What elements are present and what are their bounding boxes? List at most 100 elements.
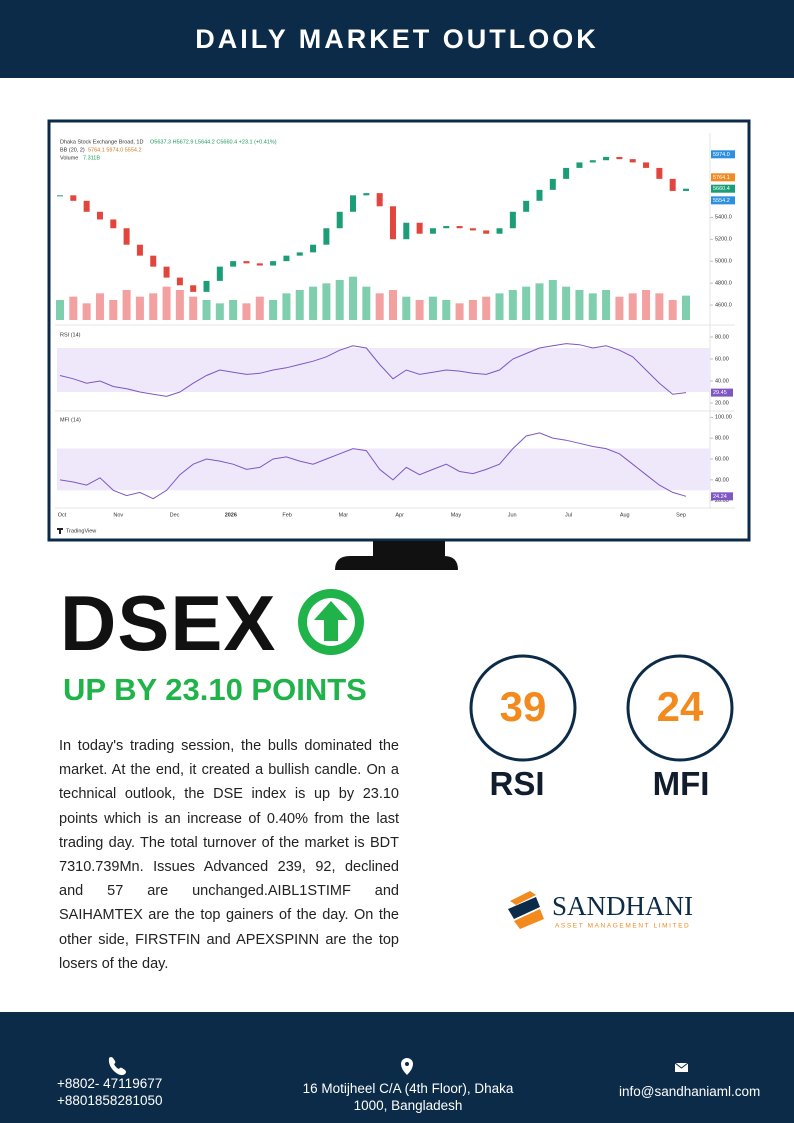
- rsi-tick-label: 20.00: [715, 400, 729, 406]
- volume-bar: [535, 283, 544, 320]
- bb-values: 5764.1 5974.0 5554.2: [88, 147, 142, 153]
- volume-bar: [495, 293, 504, 320]
- rsi-tick-label: 80.00: [715, 334, 729, 340]
- candle: [456, 226, 463, 229]
- candle: [443, 226, 450, 229]
- volume-bar: [122, 290, 131, 320]
- close-tag: [711, 184, 735, 193]
- month-label: Oct: [58, 512, 67, 518]
- mfi-tick-label: 60.00: [715, 456, 729, 462]
- summary: In today's trading session, the bulls do…: [59, 738, 399, 972]
- volume-bar: [255, 296, 264, 320]
- watermark-icon: [57, 528, 63, 534]
- up-icon: [298, 589, 364, 655]
- footer: +8802- 47119677 +8801858281050 16 Motijh…: [0, 1012, 794, 1123]
- candle: [363, 193, 370, 196]
- volume-bar: [322, 283, 331, 320]
- price-tag: [711, 196, 735, 205]
- volume-bar: [215, 303, 224, 320]
- candle: [136, 244, 143, 256]
- volume-bar: [109, 300, 118, 320]
- candle: [496, 228, 503, 234]
- month-label: Jun: [508, 512, 517, 518]
- candle: [70, 195, 77, 201]
- volume-bar: [655, 293, 664, 320]
- volume-bar: [242, 303, 251, 320]
- phone-1: +8802- 47119677: [57, 1076, 163, 1091]
- mfi-value: 24: [657, 683, 704, 730]
- volume-bar: [69, 296, 78, 320]
- volume-bar: [508, 290, 517, 320]
- volume-bar: [468, 300, 477, 320]
- mfi-tick-label: 40.00: [715, 477, 729, 483]
- volume-bar: [282, 293, 291, 320]
- candle: [429, 228, 436, 234]
- header-title: DAILY MARKET OUTLOOK: [195, 24, 599, 54]
- price-tag: [711, 150, 735, 159]
- rsi-label: RSI (14): [60, 332, 81, 338]
- volume-label: Volume: [60, 155, 78, 161]
- candle: [323, 228, 330, 245]
- volume-bar: [588, 293, 597, 320]
- candle: [190, 285, 197, 292]
- volume-bar: [522, 286, 531, 320]
- mfi-tag: [711, 492, 733, 501]
- indicator-circles: 39 24: [469, 654, 734, 762]
- candle: [230, 261, 237, 267]
- watermark: TradingView: [66, 528, 96, 534]
- candle: [123, 228, 130, 245]
- trading-chart: Dhaka Stock Exchange Broad, 1D O5637.3 H5…: [55, 133, 735, 534]
- month-label: Apr: [395, 512, 404, 518]
- candle: [509, 211, 516, 229]
- volume-bar: [269, 300, 278, 320]
- candle: [350, 195, 357, 212]
- candle: [283, 255, 290, 262]
- candle: [57, 195, 63, 197]
- monitor-base: [335, 556, 458, 570]
- index-change: UP BY 23.10 POINTS: [63, 672, 367, 707]
- address-1: 16 Motijheel C/A (4th Floor), Dhaka: [302, 1081, 514, 1096]
- volume-bar: [335, 280, 344, 320]
- price-tick-label: 5200.0: [715, 237, 732, 243]
- month-label: May: [451, 512, 462, 518]
- price-tick-label: 4800.0: [715, 281, 732, 287]
- candle: [216, 266, 223, 281]
- candle: [256, 263, 263, 266]
- logo-tagline: ASSET MANAGEMENT LIMITED: [555, 923, 690, 930]
- mfi-band: [57, 448, 710, 491]
- mfi-tag-label: 24.24: [713, 494, 727, 500]
- price-tag-label: 5554.2: [713, 198, 730, 204]
- logo: SANDHANI ASSET MANAGEMENT LIMITED: [508, 891, 693, 930]
- volume-bar: [82, 303, 91, 320]
- volume-bar: [349, 276, 358, 320]
- month-label: Dec: [170, 512, 180, 518]
- candle: [563, 167, 570, 179]
- candle: [270, 261, 277, 266]
- volume-value: 7.311B: [83, 155, 100, 161]
- candle: [389, 206, 396, 240]
- legend-title: Dhaka Stock Exchange Broad, 1D: [60, 139, 143, 145]
- candle: [643, 162, 650, 168]
- candle: [603, 156, 610, 161]
- chart-frame: Dhaka Stock Exchange Broad, 1D O5637.3 H5…: [47, 119, 751, 570]
- volume-bar: [415, 300, 424, 320]
- candle: [150, 255, 157, 267]
- candle: [376, 193, 383, 207]
- candle: [176, 277, 183, 286]
- candle: [336, 211, 343, 229]
- volume-bar: [229, 300, 238, 320]
- volume-bar: [682, 295, 690, 320]
- candle: [310, 244, 317, 253]
- volume-bar: [135, 296, 144, 320]
- volume-bar: [202, 300, 211, 320]
- mfi-label: MFI: [652, 765, 710, 802]
- index-name: DSEX: [60, 579, 277, 667]
- candle: [523, 200, 530, 212]
- candle: [416, 222, 423, 234]
- volume-bar: [442, 300, 451, 320]
- close-tag-label: 5660.4: [713, 186, 730, 192]
- month-label: 2026: [225, 512, 237, 518]
- mfi-tick-label: 20.00: [715, 498, 729, 504]
- candle: [110, 219, 117, 229]
